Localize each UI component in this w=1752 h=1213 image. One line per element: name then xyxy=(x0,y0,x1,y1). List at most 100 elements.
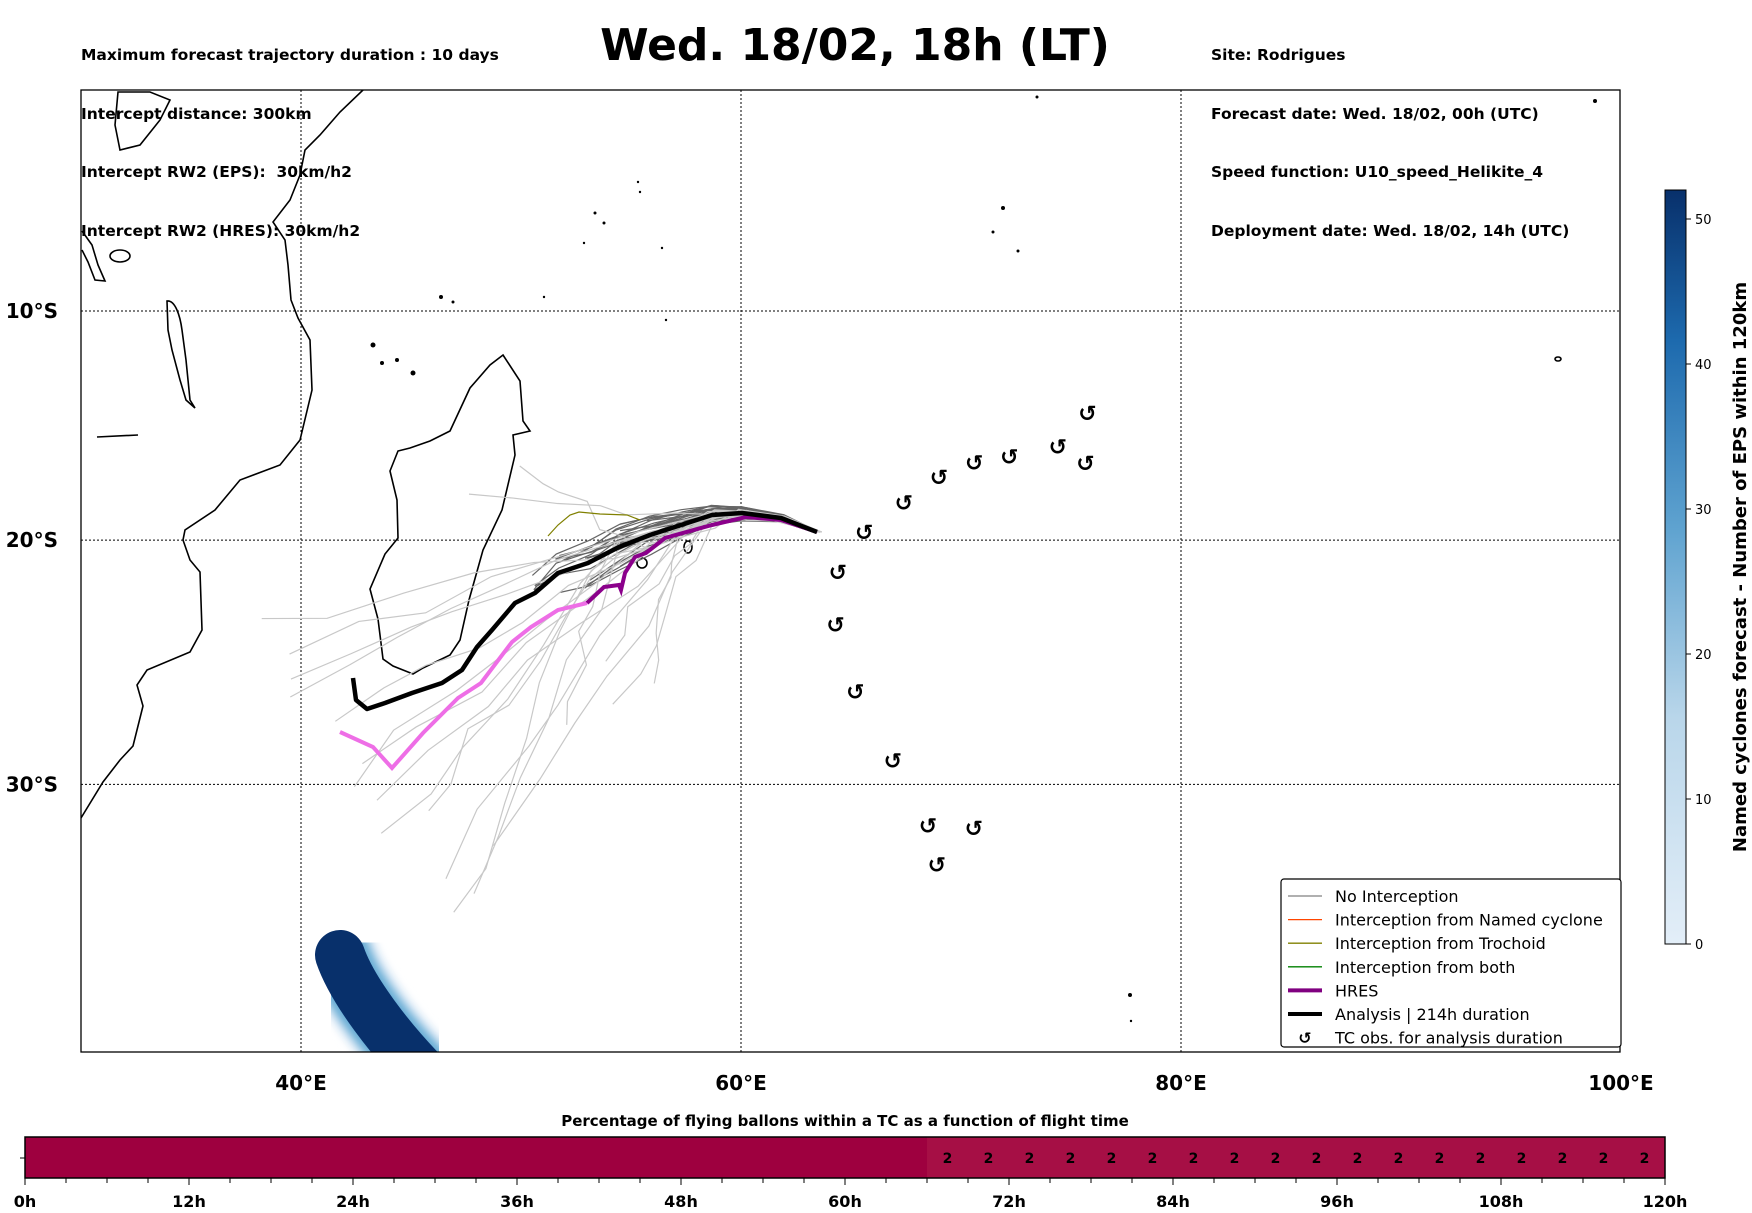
colorbar-tick-label: 50 xyxy=(1695,213,1712,228)
time-tick-label: 108h xyxy=(1479,1192,1524,1211)
cell-value-label: 2 xyxy=(1066,1151,1076,1167)
cell-value-label: 2 xyxy=(1271,1151,1281,1167)
tc-obs-marker: ↺ xyxy=(1049,436,1067,461)
lat-label: 10°S xyxy=(6,299,58,323)
no-interception-trajectory-late xyxy=(445,512,818,879)
flight-time-bar: Percentage of flying ballons within a TC… xyxy=(14,1112,1688,1211)
no-interception-trajectory-late xyxy=(290,512,816,680)
no-interception-trajectory-late xyxy=(519,465,817,548)
colorbar-tick-label: 30 xyxy=(1695,503,1712,518)
tc-obs-legend-icon: ↺ xyxy=(1298,1029,1311,1048)
tc-obs-marker: ↺ xyxy=(1078,402,1096,427)
lat-label: 20°S xyxy=(6,528,58,552)
time-tick-label: 36h xyxy=(500,1192,534,1211)
time-tick-label: 96h xyxy=(1320,1192,1354,1211)
time-tick-label: 0h xyxy=(14,1192,37,1211)
tc-obs-marker: ↺ xyxy=(1000,445,1018,470)
cell-value-label: 2 xyxy=(1107,1151,1117,1167)
cell-value-label: 2 xyxy=(1025,1151,1035,1167)
param-rw2-hres: Intercept RW2 (HRES): 30km/h2 xyxy=(81,221,361,240)
colorbar-label: Named cyclones forecast - Number of EPS … xyxy=(1730,282,1751,852)
cell-value-label: 2 xyxy=(1148,1151,1158,1167)
hres-trajectory xyxy=(585,514,818,605)
colorbar-tick-label: 20 xyxy=(1695,648,1712,663)
time-tick-label: 84h xyxy=(1156,1192,1190,1211)
cell-value-label: 2 xyxy=(1517,1151,1527,1167)
legend: No Interception Interception from Named c… xyxy=(1280,878,1622,1048)
map-axis-labels: 10°S 20°S 30°S 40°E 60°E 80°E 100°E xyxy=(6,299,1654,1095)
time-tick-label: 12h xyxy=(172,1192,206,1211)
cell-value-label: 2 xyxy=(1230,1151,1240,1167)
time-tick-label: 48h xyxy=(664,1192,698,1211)
lake-malawi xyxy=(166,300,196,409)
coastlines xyxy=(81,90,1562,819)
legend-label: No Interception xyxy=(1335,887,1459,906)
tc-obs-marker: ↺ xyxy=(928,853,946,878)
lake-rukwa xyxy=(109,249,131,263)
cell-value-label: 2 xyxy=(1640,1151,1650,1167)
legend-label: Interception from both xyxy=(1335,958,1515,977)
param-rw2-eps: Intercept RW2 (EPS): 30km/h2 xyxy=(81,163,352,181)
lake-victoria xyxy=(114,91,172,151)
time-tick-label: 120h xyxy=(1643,1192,1688,1211)
legend-label: Interception from Trochoid xyxy=(1335,934,1546,953)
tc-obs-marker: ↺ xyxy=(884,750,902,775)
no-interception-trajectory-late xyxy=(473,514,815,894)
trochoid-interception-trajectory xyxy=(547,511,641,537)
madagascar-coast xyxy=(369,353,532,675)
deployment-date: Deployment date: Wed. 18/02, 14h (UTC) xyxy=(1211,221,1570,240)
analysis-trajectory xyxy=(350,510,818,712)
time-tick-label: 72h xyxy=(992,1192,1026,1211)
time-tick-label: 24h xyxy=(336,1192,370,1211)
flight-time-bar-title: Percentage of flying ballons within a TC… xyxy=(561,1112,1129,1130)
speed-function: Speed function: U10_speed_Helikite_4 xyxy=(1211,163,1544,181)
tc-obs-marker: ↺ xyxy=(965,817,983,842)
legend-label: Interception from Named cyclone xyxy=(1335,911,1603,930)
lon-label: 40°E xyxy=(275,1071,327,1095)
ensemble-trajectories xyxy=(261,465,823,913)
no-interception-trajectory xyxy=(646,507,818,533)
cell-value-label: 2 xyxy=(1394,1151,1404,1167)
tc-obs-marker: ↺ xyxy=(855,521,873,546)
lat-label: 30°S xyxy=(6,772,58,796)
lon-label: 100°E xyxy=(1588,1071,1653,1095)
lon-label: 60°E xyxy=(715,1071,767,1095)
tc-obs-marker: ↺ xyxy=(826,614,844,639)
no-interception-trajectory-late xyxy=(261,508,817,620)
cell-value-label: 2 xyxy=(1599,1151,1609,1167)
colorbar-tick-label: 40 xyxy=(1695,358,1712,373)
rodrigues-island xyxy=(1554,356,1562,362)
forecast-date: Forecast date: Wed. 18/02, 00h (UTC) xyxy=(1211,104,1539,123)
param-duration: Maximum forecast trajectory duration : 1… xyxy=(81,46,499,64)
reunion-island xyxy=(636,557,648,569)
hres-trajectory-early xyxy=(339,601,588,771)
time-tick-label: 60h xyxy=(828,1192,862,1211)
cell-value-label: 2 xyxy=(1353,1151,1363,1167)
small-islands xyxy=(370,95,1597,1023)
tc-obs-marker: ↺ xyxy=(846,681,864,706)
lon-label: 80°E xyxy=(1155,1071,1207,1095)
legend-label: TC obs. for analysis duration xyxy=(1334,1029,1563,1048)
no-interception-trajectory-late xyxy=(612,509,822,705)
run-parameters: Maximum forecast trajectory duration : 1… xyxy=(81,7,499,261)
cell-value-label: 2 xyxy=(1189,1151,1199,1167)
map: ↺ ↺ ↺ ↺ ↺ ↺ ↺ ↺ ↺ ↺ ↺ ↺ ↺ ↺ ↺ xyxy=(81,90,1620,1052)
tc-obs-marker: ↺ xyxy=(1076,452,1094,477)
no-interception-trajectory-late xyxy=(353,510,816,787)
colorbar: 0 10 20 30 40 50 Named cyclones forecast - Nu… xyxy=(1664,189,1751,953)
tc-obs-marker: ↺ xyxy=(895,492,913,517)
cell-value-label: 2 xyxy=(1558,1151,1568,1167)
cyclone-density-field xyxy=(302,917,456,1052)
param-intercept-distance: Intercept distance: 300km xyxy=(81,104,312,123)
cell-value-label: 2 xyxy=(1476,1151,1486,1167)
cell-value-label: 2 xyxy=(1312,1151,1322,1167)
lake-tanganyika xyxy=(81,230,107,282)
colorbar-tick-label: 0 xyxy=(1695,938,1703,953)
tc-obs-marker: ↺ xyxy=(829,561,847,586)
lake-kariba xyxy=(96,434,139,438)
africa-coast xyxy=(81,90,364,819)
tc-obs-marker: ↺ xyxy=(919,814,937,839)
tc-obs-marker: ↺ xyxy=(965,451,983,476)
cell-value-label: 2 xyxy=(1435,1151,1445,1167)
